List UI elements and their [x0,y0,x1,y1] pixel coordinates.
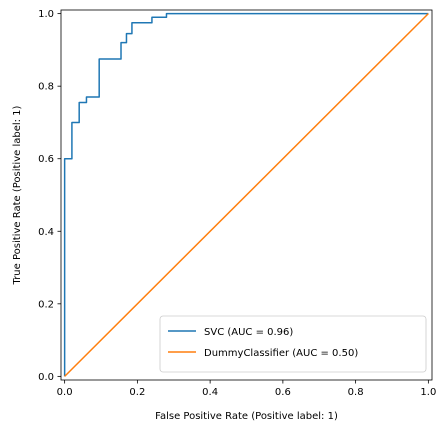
y-axis-title: True Positive Rate (Positive label: 1) [12,105,23,285]
series-line-1 [64,13,429,377]
x-tick-label: 0.0 [57,387,73,398]
x-tick-label: 1.0 [420,387,436,398]
x-tick-label: 0.8 [348,387,364,398]
series-line-0 [63,12,429,377]
legend-label: DummyClassifier (AUC = 0.50) [204,348,358,359]
x-axis-title: False Positive Rate (Positive label: 1) [155,411,338,422]
y-tick-label: 0.4 [38,227,54,238]
y-tick-label: 1.0 [38,9,54,20]
y-tick-label: 0.0 [38,372,54,383]
legend-label: SVC (AUC = 0.96) [204,327,293,338]
x-axis-ticks: 0.0 0.2 0.4 0.6 0.8 1.0 [57,380,436,398]
legend: SVC (AUC = 0.96) DummyClassifier (AUC = 0… [159,315,427,373]
x-tick-label: 0.6 [275,387,291,398]
x-tick-label: 0.2 [129,387,145,398]
y-axis-ticks: 0.0 0.2 0.4 0.6 0.8 1.0 [38,9,61,383]
x-tick-label: 0.4 [202,387,218,398]
legend-box [159,315,427,373]
y-tick-label: 0.8 [38,82,54,93]
y-tick-label: 0.2 [38,299,54,310]
y-tick-label: 0.6 [38,154,54,165]
plot-lines [63,12,429,377]
axes-frame [60,9,433,381]
